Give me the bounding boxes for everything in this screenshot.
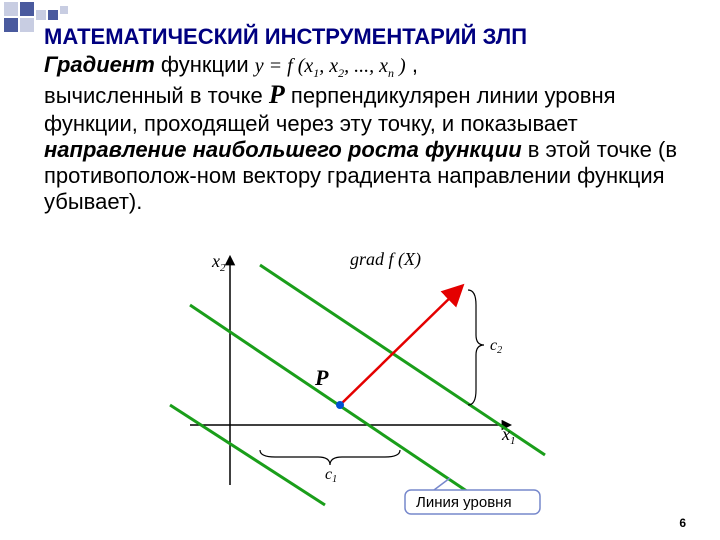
gradient-arrow bbox=[340, 290, 458, 405]
level-line-1 bbox=[170, 405, 325, 505]
grad-label: grad f (X) bbox=[350, 249, 421, 270]
level-line-2 bbox=[190, 305, 480, 500]
brace-c1 bbox=[260, 450, 400, 465]
slide-body: Градиент функции y = f (x1, x2, ..., xn … bbox=[44, 52, 704, 215]
point-p-var: P bbox=[269, 80, 285, 109]
c2-label: c2 bbox=[490, 337, 502, 356]
axis-x-label: x1 bbox=[501, 424, 516, 447]
term-gradient: Градиент bbox=[44, 52, 155, 77]
c1-label: c1 bbox=[325, 466, 337, 485]
gradient-chart: x2 x1 P grad f (X) c1 c2 Линия уровня bbox=[150, 245, 590, 515]
axis-y-label: x2 bbox=[211, 251, 226, 274]
slide-content: МАТЕМАТИЧЕСКИЙ ИНСТРУМЕНТАРИЙ ЗЛП Градие… bbox=[44, 24, 704, 215]
point-p-dot bbox=[336, 401, 344, 409]
page-number: 6 bbox=[679, 516, 686, 530]
brace-c2 bbox=[468, 290, 484, 405]
formula-y: y = f (x1, x2, ..., xn ) bbox=[255, 55, 406, 77]
slide-title: МАТЕМАТИЧЕСКИЙ ИНСТРУМЕНТАРИЙ ЗЛП bbox=[44, 24, 704, 50]
p-label: P bbox=[314, 365, 329, 390]
callout-text: Линия уровня bbox=[416, 494, 512, 511]
term-direction: направление наибольшего роста функции bbox=[44, 137, 522, 162]
